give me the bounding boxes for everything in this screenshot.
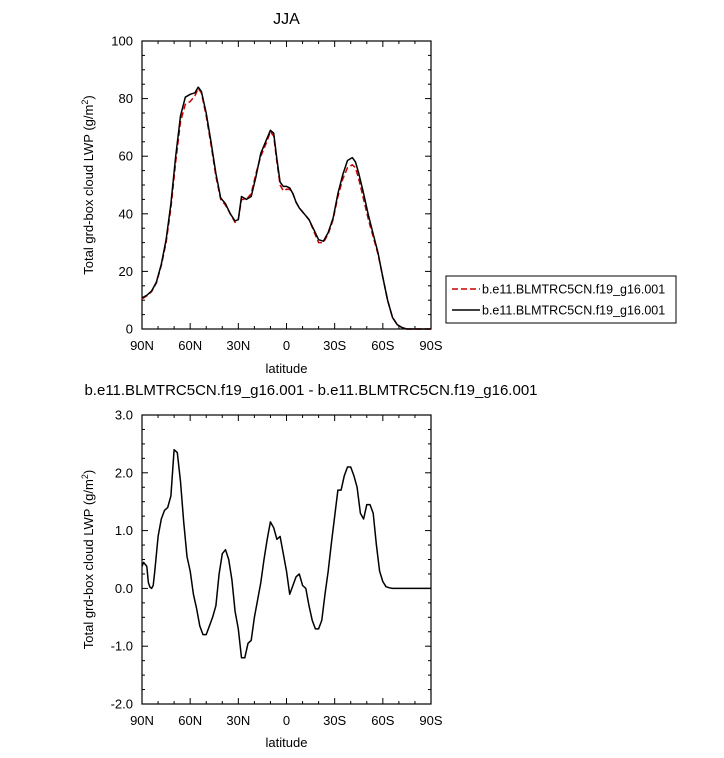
chart-2: b.e11.BLMTRC5CN.f19_g16.001 - b.e11.BLMT… — [80, 382, 538, 750]
y-axis-label: Total grd-box cloud LWP (g/m2) — [80, 95, 96, 274]
x-tick-label: 30S — [323, 338, 346, 353]
y-tick-label: 0.0 — [115, 581, 133, 596]
y-tick-label: 1.0 — [115, 523, 133, 538]
plot-frame — [141, 414, 432, 705]
x-tick-label: 30N — [226, 338, 250, 353]
legend-box — [445, 275, 677, 324]
y-tick-label: 20 — [119, 264, 133, 279]
x-tick-label: 60N — [178, 713, 202, 728]
x-tick-label: 60S — [371, 713, 394, 728]
y-tick-label: 60 — [119, 149, 133, 164]
x-tick-label: 0 — [283, 338, 290, 353]
x-tick-label: 90N — [130, 338, 154, 353]
plot-frame — [141, 40, 432, 330]
chart-1: JJA 90N 60N 30N 0 30S 60S 90S 0 20 40 60 80 100 latitu… — [80, 11, 677, 376]
y-tick-label: 3.0 — [115, 408, 133, 423]
x-tick-label: 90N — [130, 713, 154, 728]
x-tick-label: 60N — [178, 338, 202, 353]
chart-title: JJA — [273, 11, 300, 28]
x-tick-label: 0 — [283, 713, 290, 728]
y-tick-label: 0 — [126, 322, 133, 337]
x-tick-label: 30S — [323, 713, 346, 728]
x-axis-label: latitude — [266, 361, 308, 376]
y-tick-label: -1.0 — [111, 639, 133, 654]
series-line-1 — [141, 448, 431, 659]
series-line-2 — [141, 86, 431, 330]
y-tick-label: 2.0 — [115, 465, 133, 480]
x-tick-label: 60S — [371, 338, 394, 353]
chart-title: b.e11.BLMTRC5CN.f19_g16.001 - b.e11.BLMT… — [84, 382, 537, 399]
y-tick-label: -2.0 — [111, 697, 133, 712]
x-tick-label: 90S — [419, 338, 442, 353]
y-tick-label: 40 — [119, 206, 133, 221]
y-tick-label: 80 — [119, 91, 133, 106]
legend-label: b.e11.BLMTRC5CN.f19_g16.001 — [482, 283, 665, 297]
x-axis-label: latitude — [266, 735, 308, 750]
legend-label: b.e11.BLMTRC5CN.f19_g16.001 — [482, 304, 665, 318]
y-tick-label: 100 — [111, 34, 133, 49]
x-tick-label: 30N — [226, 713, 250, 728]
series-line-1 — [141, 87, 431, 330]
y-axis-label: Total grd-box cloud LWP (g/m2) — [80, 470, 96, 649]
legend: b.e11.BLMTRC5CN.f19_g16.001 b.e11.BLMTRC5… — [445, 275, 677, 324]
x-tick-label: 90S — [419, 713, 442, 728]
